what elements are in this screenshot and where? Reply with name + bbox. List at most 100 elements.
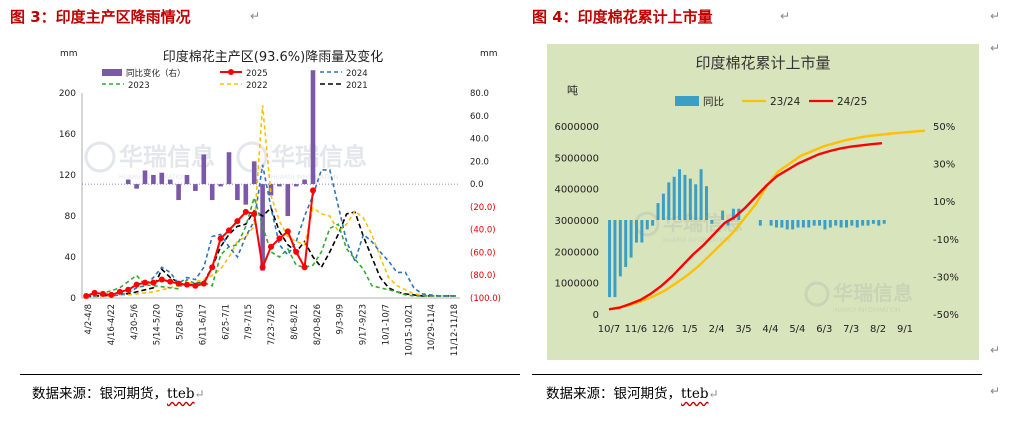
left-source-tt: tteb	[167, 386, 195, 402]
y-tick-label: 0	[70, 294, 76, 304]
right-source: 数据来源：银河期货，tteb↵	[546, 382, 719, 402]
yoy-bar	[855, 220, 859, 228]
return-mark: ↵	[990, 343, 1001, 357]
x-tick-label: 11/6	[625, 324, 647, 335]
y2-tick-label: (40.0)	[470, 226, 496, 236]
yoy-bar	[618, 220, 622, 277]
change-bar	[201, 154, 207, 185]
x-tick-label: 6/3	[816, 324, 832, 335]
series-point-2025	[301, 264, 308, 271]
x-tick-label: 9/17-9/23	[359, 304, 369, 345]
x-tick-label: 1/5	[682, 324, 698, 335]
yoy-bar	[726, 220, 730, 226]
yoy-bar	[769, 220, 773, 226]
yoy-bar	[629, 220, 633, 258]
return-mark: ↵	[194, 387, 205, 401]
change-bar	[285, 184, 291, 216]
series-point-2025	[142, 279, 148, 286]
x-tick-label: 2/4	[709, 324, 725, 335]
series-point-2025	[268, 243, 274, 250]
return-mark: ↵	[990, 41, 1001, 55]
x-tick-label: 10/15-10/21	[404, 304, 414, 356]
series-point-2025	[150, 279, 157, 286]
right-source-tt: tteb	[681, 386, 709, 402]
yoy-bar	[640, 220, 644, 243]
legend-label: 同比变化（右）	[126, 68, 186, 79]
x-tick-label: 11/12-11/18	[450, 304, 460, 356]
series-point-2025	[133, 281, 140, 288]
svg-text:华瑞信息: 华瑞信息	[663, 211, 743, 235]
chart-title: 印度棉花累计上市量	[695, 54, 830, 72]
yoy-bar	[656, 203, 660, 220]
yoy-bar	[882, 220, 886, 224]
series-point-2025	[293, 248, 300, 255]
yoy-bar	[845, 220, 848, 228]
y-tick-label: 80	[65, 212, 77, 222]
x-tick-label: 8/20-8/26	[313, 304, 323, 345]
series-line-2425	[608, 142, 883, 311]
svg-text:华瑞信息: 华瑞信息	[833, 281, 913, 305]
yoy-bar	[651, 220, 655, 226]
series-point-2025	[310, 187, 316, 194]
x-tick-label: 5/28-6/3	[176, 304, 186, 340]
y-tick-label: 40	[65, 253, 77, 263]
legend-label: 2025	[246, 69, 268, 79]
series-point-2025	[242, 208, 249, 215]
yoy-bar	[775, 220, 778, 228]
legend-label: 24/25	[837, 96, 867, 108]
return-mark: ↵	[990, 9, 1001, 23]
yoy-bar	[613, 220, 617, 298]
y2-tick-label: -50%	[933, 310, 959, 321]
y2-tick-label: 20.0	[470, 157, 489, 167]
series-point-2025	[234, 218, 241, 225]
return-mark: ↵	[780, 9, 791, 23]
legend-label: 23/24	[770, 96, 801, 108]
change-bar	[293, 184, 299, 187]
yoy-bar	[645, 220, 649, 230]
svg-text:华瑞信息: 华瑞信息	[271, 143, 367, 171]
x-tick-label: 3/5	[735, 324, 751, 335]
x-tick-label: 10/7	[598, 324, 620, 335]
x-tick-label: 12/6	[652, 324, 674, 335]
series-point-2025	[284, 228, 291, 235]
legend-label: 2023	[128, 81, 150, 91]
y-tick-label: 6000000	[554, 122, 599, 133]
yoy-bar	[705, 186, 708, 220]
series-point-2025	[167, 278, 174, 285]
yoy-bar	[688, 178, 692, 220]
change-bar	[184, 175, 190, 185]
legend-label: 2021	[346, 81, 368, 91]
change-bar	[193, 184, 198, 191]
yoy-bar	[871, 220, 875, 224]
yoy-bar	[678, 169, 682, 220]
series-line-2022	[86, 105, 456, 298]
yoy-bar	[791, 220, 795, 230]
x-tick-label: 7/9-7/15	[244, 304, 254, 340]
x-tick-label: 6/11-6/17	[198, 304, 208, 345]
y2-tick-label: 60.0	[470, 112, 489, 122]
legend-swatch-bar	[675, 96, 699, 106]
x-tick-label: 9/1	[897, 324, 913, 335]
change-bar	[142, 170, 148, 185]
yoy-bar	[877, 220, 881, 226]
y2-tick-label: 80.0	[470, 89, 489, 99]
series-point-2025	[209, 264, 216, 271]
yoy-bar	[635, 220, 638, 243]
series-point-2025	[192, 282, 199, 289]
change-bar	[251, 161, 257, 185]
series-point-2025	[251, 210, 258, 217]
yoy-bar	[812, 220, 816, 226]
svg-text:华瑞信息: 华瑞信息	[119, 143, 215, 171]
yoy-bar	[796, 220, 800, 228]
yoy-bar	[721, 210, 725, 220]
svg-text:HUARUI INFORMATION: HUARUI INFORMATION	[663, 237, 730, 244]
change-bar	[302, 179, 307, 185]
x-tick-label: 4/4	[762, 324, 778, 335]
series-line-2023	[86, 194, 456, 298]
return-mark: ↵	[250, 9, 261, 23]
yoy-bar	[828, 220, 832, 228]
y-tick-label: 200	[59, 89, 76, 99]
change-bar	[235, 184, 240, 201]
return-mark: ↵	[708, 387, 719, 401]
